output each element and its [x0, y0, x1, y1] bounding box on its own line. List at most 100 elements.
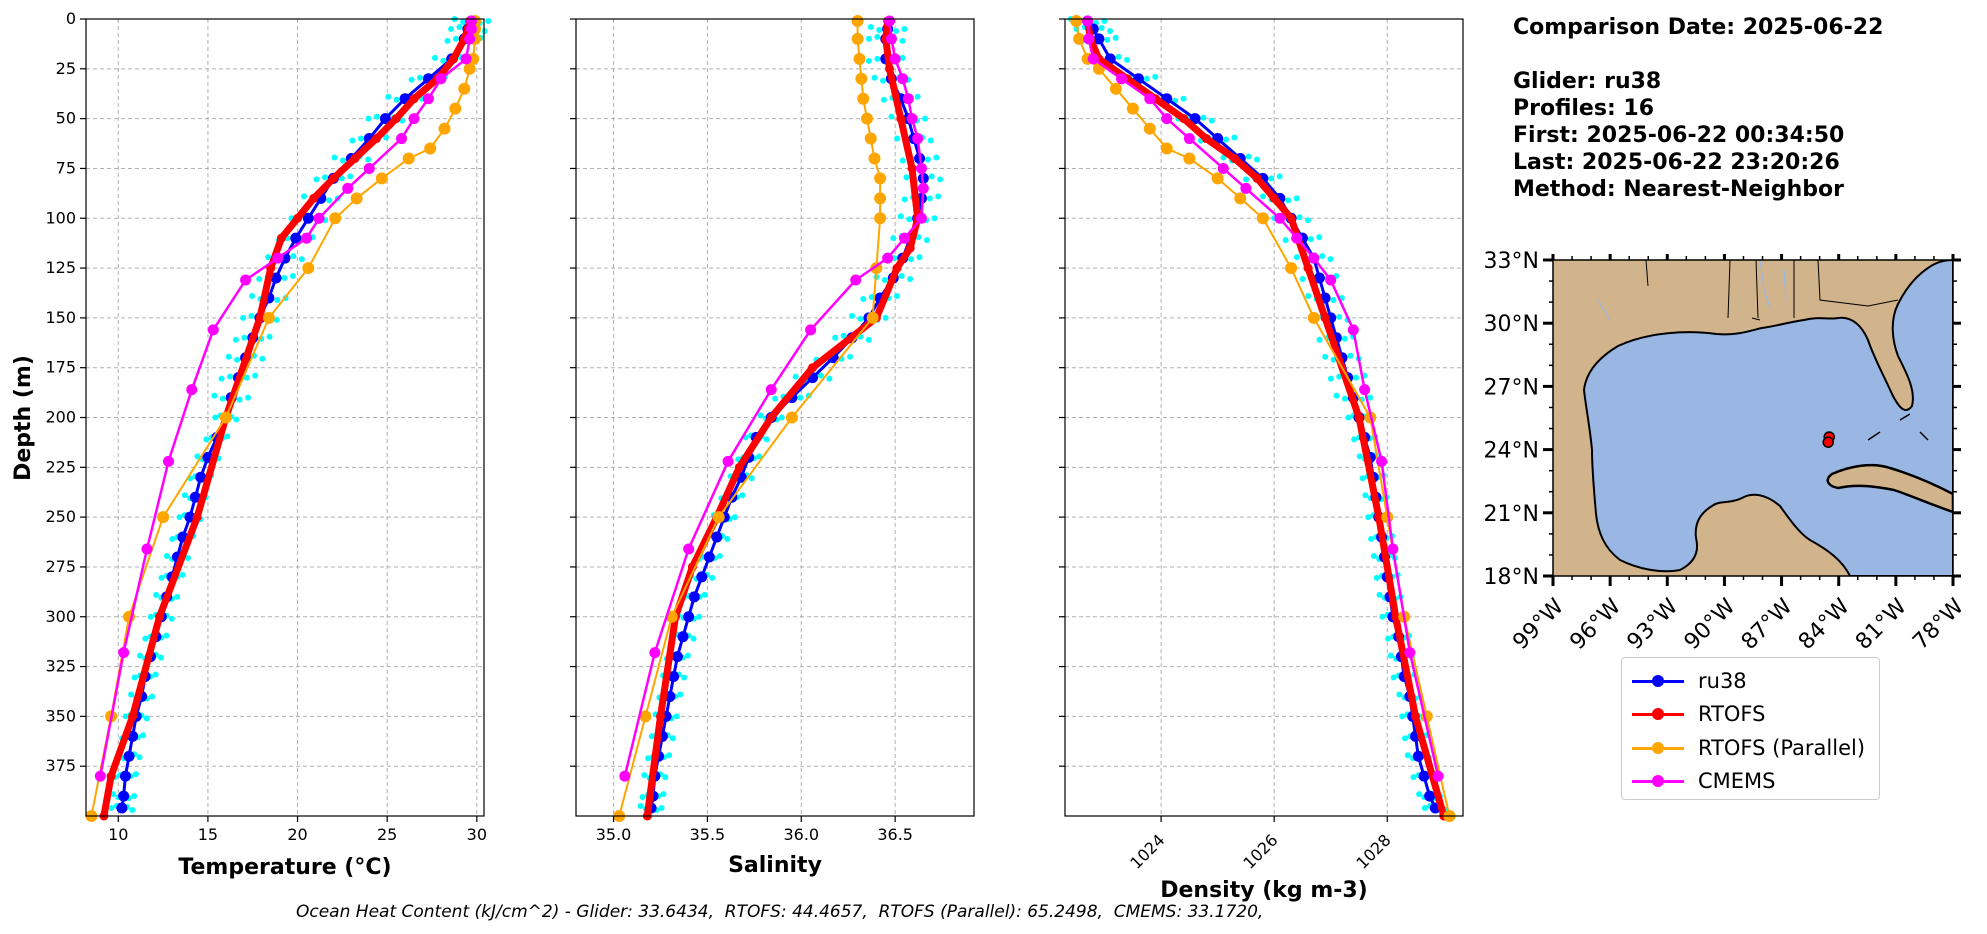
series-point-rtofs	[293, 213, 303, 223]
y-tick-label: 200	[45, 408, 76, 427]
map-lon-label: 84°W	[1794, 594, 1855, 655]
series-point-rtofs-parallel-	[874, 212, 887, 225]
series-point-ru38	[1313, 272, 1325, 284]
glider-profile-point	[1293, 254, 1300, 261]
glider-profile-point	[373, 113, 380, 120]
series-point-rtofs-parallel-	[785, 411, 798, 424]
series-point-rtofs-parallel-	[1285, 262, 1298, 275]
glider-profile-point	[1330, 356, 1337, 363]
glider-profile-point	[763, 436, 770, 443]
glider-profile-point	[143, 715, 150, 722]
series-point-cmems	[272, 252, 284, 264]
glider-profile-point	[778, 414, 785, 421]
glider-profile-point	[1351, 436, 1358, 443]
map-frame	[1552, 259, 1954, 577]
glider-profile-point	[739, 492, 746, 499]
glider-profile-point	[772, 395, 779, 402]
glider-profile-point	[867, 23, 874, 30]
y-tick-label: 250	[45, 507, 76, 526]
glider-profile-point	[1304, 217, 1311, 224]
series-point-ru38	[1424, 790, 1436, 802]
series-point-ru38	[379, 113, 391, 125]
series-line-ru38	[120, 20, 473, 809]
temperature-ticks: 0 25 50 75 100 125 150 175 200 225 250 275 300 325 350…	[45, 9, 487, 844]
series-line-rtofs-parallel-	[1075, 20, 1451, 817]
series-point-rtofs-parallel-	[375, 172, 388, 185]
legend-swatch-ru38	[1632, 671, 1684, 691]
glider-profile-point	[1353, 374, 1360, 381]
glider-profile-point	[313, 176, 320, 183]
glider-profile-point	[1416, 791, 1423, 798]
series-point-rtofs	[1269, 193, 1279, 203]
glider-name: Glider: ru38	[1513, 69, 1662, 94]
glider-profile-point	[153, 591, 160, 598]
glider-profile-point	[826, 375, 833, 382]
series-point-rtofs-parallel-	[402, 152, 415, 165]
glider-profile-point	[273, 316, 280, 323]
series-point-ru38	[195, 471, 207, 483]
legend-swatch-rtofs-parallel	[1632, 738, 1684, 758]
glider-profile-point	[347, 173, 354, 180]
temperature-xlabel: Temperature (°C)	[178, 855, 391, 880]
series-point-cmems	[1183, 133, 1195, 145]
glider-profile-point	[129, 807, 136, 814]
gulf-of-mexico-water	[1582, 260, 1953, 576]
series-point-cmems	[240, 274, 252, 286]
y-tick-label: 75	[56, 158, 76, 177]
glider-profile-point	[880, 96, 887, 103]
glider-profile-point	[326, 197, 333, 204]
glider-profile-point	[937, 176, 944, 183]
y-tick-label: 325	[45, 657, 76, 676]
series-point-ru38	[302, 212, 314, 224]
legend-item-rtofs-parallel: RTOFS (Parallel)	[1632, 731, 1869, 765]
series-point-rtofs	[328, 173, 338, 183]
series-point-cmems	[1325, 274, 1337, 286]
x-tick-label: 1024	[1126, 830, 1168, 872]
glider-profile-point	[927, 137, 934, 144]
glider-profile-point	[1330, 296, 1337, 303]
map-lon-label: 93°W	[1623, 594, 1684, 655]
series-point-rtofs-parallel-	[1211, 172, 1224, 185]
glider-profile-point	[1319, 253, 1326, 260]
series-point-ru38	[688, 591, 700, 603]
glider-profile-point	[701, 591, 708, 598]
series-point-cmems	[915, 162, 927, 174]
map-lat-label: 33°N	[1484, 249, 1539, 274]
series-point-rtofs-parallel-	[262, 311, 275, 324]
salinity-series	[613, 14, 929, 822]
x-tick-label: 1028	[1352, 830, 1394, 872]
glider-profile-point	[226, 373, 233, 380]
glider-profile-point	[448, 25, 455, 32]
florida-keys	[1867, 413, 1929, 441]
x-tick-label: 36.5	[877, 825, 913, 844]
glider-profile-point	[281, 275, 288, 282]
series-point-ru38	[683, 611, 695, 623]
series-point-cmems	[162, 455, 174, 467]
glider-profile-point	[460, 18, 467, 25]
series-point-cmems	[1347, 324, 1359, 336]
glider-profile-point	[673, 713, 680, 720]
glider-profile-point	[256, 276, 263, 283]
series-line-rtofs	[100, 20, 474, 817]
rivers	[1597, 260, 1787, 321]
series-point-cmems	[1116, 73, 1128, 85]
glider-profile-point	[289, 273, 296, 280]
glider-profile-point	[408, 76, 415, 83]
density-xlabel: Density (kg m-3)	[1160, 878, 1368, 903]
depth-ylabel: Depth (m)	[11, 355, 36, 481]
glider-profile-point	[903, 174, 910, 181]
y-tick-label: 275	[45, 557, 76, 576]
cuba	[1826, 463, 1953, 514]
glider-profile-point	[865, 35, 872, 42]
glider-profile-point	[645, 755, 652, 762]
glider-profile-point	[832, 334, 839, 341]
series-point-rtofs-parallel-	[458, 82, 471, 95]
y-tick-label: 350	[45, 706, 76, 725]
series-point-rtofs-parallel-	[302, 262, 315, 275]
series-point-rtofs	[1230, 153, 1240, 163]
y-tick-label: 50	[56, 109, 76, 128]
series-point-cmems	[619, 770, 631, 782]
glider-profile-point	[908, 256, 915, 263]
glider-profile-point	[899, 157, 906, 164]
glider-profile-point	[1254, 156, 1261, 163]
